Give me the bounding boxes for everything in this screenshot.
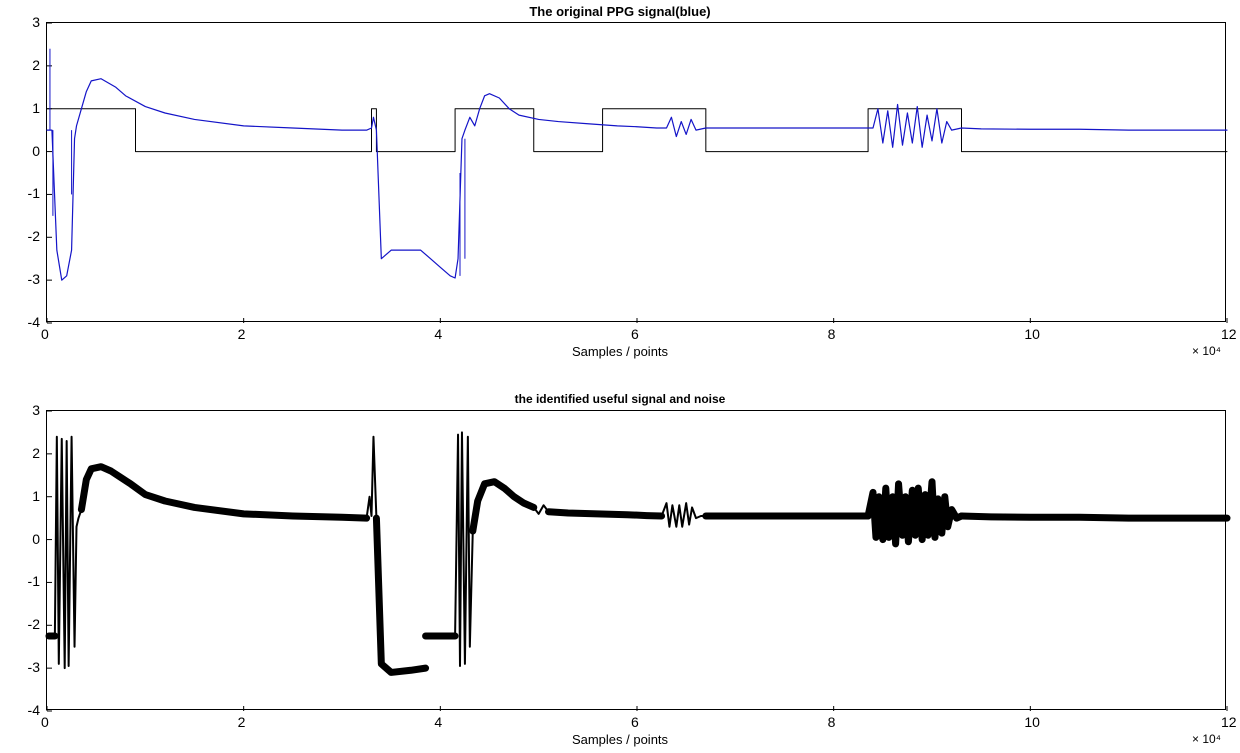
ytick-label: -1 (28, 573, 40, 589)
xtick-label: 8 (828, 714, 836, 730)
identified-signal-segment (549, 512, 662, 516)
xtick-label: 2 (238, 714, 246, 730)
identified-signal-segment (473, 482, 534, 531)
identified-signal-segment (455, 432, 473, 666)
subplot2-title: the identified useful signal and noise (0, 392, 1240, 406)
identified-signal-segment (962, 516, 1228, 518)
identified-signal-segment (868, 482, 961, 544)
ytick-label: 2 (32, 445, 40, 461)
subplot2-xlabel: Samples / points (0, 732, 1240, 747)
identified-signal-segment (376, 518, 425, 672)
xtick-label: 12 (1221, 714, 1237, 730)
xtick-label: 0 (41, 714, 49, 730)
subplot-2: the identified useful signal and noise S… (0, 0, 1240, 380)
xtick-label: 4 (434, 714, 442, 730)
ytick-label: -2 (28, 616, 40, 632)
matlab-figure: The original PPG signal(blue) Samples / … (0, 0, 1240, 753)
ytick-label: 0 (32, 531, 40, 547)
identified-signal-segment (55, 437, 82, 668)
ytick-label: 3 (32, 402, 40, 418)
identified-signal-segment (81, 467, 366, 518)
identified-signal-segment (662, 503, 706, 527)
ytick-label: -4 (28, 702, 40, 718)
xtick-label: 10 (1024, 714, 1040, 730)
subplot2-exponent: × 10⁴ (1192, 732, 1221, 746)
xtick-label: 6 (631, 714, 639, 730)
identified-signal-segment (367, 437, 377, 518)
subplot2-canvas (47, 411, 1227, 711)
ytick-label: 1 (32, 488, 40, 504)
ytick-label: -3 (28, 659, 40, 675)
subplot2-axes (46, 410, 1226, 710)
